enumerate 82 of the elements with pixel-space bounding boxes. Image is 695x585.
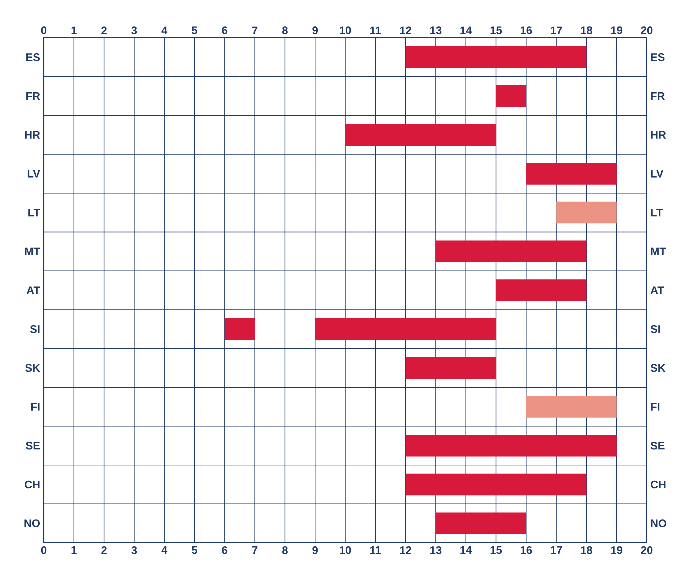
- x-tick-label: 13: [430, 546, 442, 554]
- y-tick-label: AT: [26, 286, 40, 294]
- bar: [406, 474, 587, 496]
- x-tick-label: 18: [581, 546, 592, 554]
- bar: [406, 46, 587, 68]
- bar: [436, 240, 587, 263]
- x2-tick-label: 0: [41, 26, 47, 34]
- x-tick-label: 17: [551, 546, 562, 554]
- x-tick-label: 0: [41, 546, 47, 554]
- y-tick-label: SI: [30, 325, 40, 334]
- x2-tick-label: 19: [611, 26, 623, 34]
- category-label: SI: [650, 325, 660, 334]
- y-tick-label: HR: [25, 131, 40, 139]
- category-label: LV: [651, 170, 664, 178]
- x2-tick-label: 20: [641, 26, 653, 34]
- category-label: SE: [650, 442, 665, 450]
- bar: [406, 357, 496, 380]
- x-tick-label: 19: [611, 546, 623, 554]
- bar: [496, 280, 587, 302]
- category-label: HR: [651, 131, 666, 139]
- x-tick-label: 20: [641, 546, 653, 554]
- x-tick-label: 5: [192, 546, 198, 554]
- x2-tick-label: 9: [312, 26, 318, 34]
- x2-tick-label: 15: [490, 26, 502, 34]
- x2-tick-label: 6: [222, 26, 228, 34]
- x-tick-label: 4: [162, 546, 168, 554]
- x2-tick-label: 17: [551, 26, 562, 34]
- y-tick-label: LT: [28, 209, 40, 217]
- y-tick-label: MT: [25, 248, 40, 256]
- category-label: AT: [650, 286, 664, 294]
- x2-tick-label: 11: [370, 26, 382, 34]
- bar: [406, 435, 617, 457]
- y-tick-label: NO: [24, 520, 40, 528]
- bar: [436, 512, 526, 534]
- x-tick-label: 12: [400, 546, 412, 554]
- category-label: CH: [650, 480, 666, 489]
- x2-tick-label: 13: [430, 26, 442, 34]
- x2-tick-label: 7: [252, 26, 258, 34]
- category-label: LT: [651, 209, 664, 217]
- bar: [224, 318, 256, 340]
- x-tick-label: 14: [460, 546, 472, 554]
- x-tick-label: 2: [102, 546, 107, 554]
- x2-tick-label: 4: [162, 26, 168, 34]
- x-tick-label: 16: [520, 546, 532, 554]
- x2-tick-label: 14: [460, 26, 472, 34]
- category-label: NO: [651, 520, 667, 528]
- bar: [526, 163, 617, 185]
- y-tick-label: SE: [26, 442, 40, 450]
- category-label: SK: [650, 364, 666, 372]
- category-label: MT: [651, 248, 666, 256]
- x2-tick-label: 1: [72, 26, 77, 34]
- x2-tick-label: 12: [400, 26, 412, 34]
- bar: [346, 124, 496, 146]
- x2-tick-label: 8: [282, 26, 288, 34]
- y-tick-label: FI: [31, 403, 40, 411]
- x2-tick-label: 5: [192, 26, 198, 34]
- x-tick-label: 7: [252, 546, 258, 554]
- bar: [556, 202, 617, 224]
- y-tick-label: SK: [26, 364, 40, 372]
- x2-tick-label: 10: [340, 26, 352, 34]
- x-tick-label: 1: [72, 546, 77, 554]
- category-label: FI: [651, 403, 660, 411]
- bar: [315, 318, 496, 340]
- category-label: ES: [651, 54, 665, 62]
- x-tick-label: 8: [282, 546, 288, 554]
- y-tick-label: CH: [25, 480, 40, 489]
- x-tick-label: 9: [312, 546, 318, 554]
- category-label: FR: [651, 92, 665, 100]
- x-tick-label: 11: [370, 546, 382, 554]
- bar: [526, 396, 617, 418]
- bar: [496, 85, 526, 108]
- x-tick-label: 6: [222, 546, 228, 554]
- x-tick-label: 3: [132, 546, 138, 554]
- y-tick-label: FR: [26, 92, 40, 100]
- x-tick-label: 15: [490, 546, 502, 554]
- x2-tick-label: 18: [581, 26, 592, 34]
- x-tick-label: 10: [340, 546, 352, 554]
- y-tick-label: ES: [26, 54, 40, 62]
- y-tick-label: LV: [28, 170, 40, 178]
- x2-tick-label: 16: [520, 26, 532, 34]
- x2-tick-label: 2: [102, 26, 107, 34]
- x2-tick-label: 3: [132, 26, 138, 34]
